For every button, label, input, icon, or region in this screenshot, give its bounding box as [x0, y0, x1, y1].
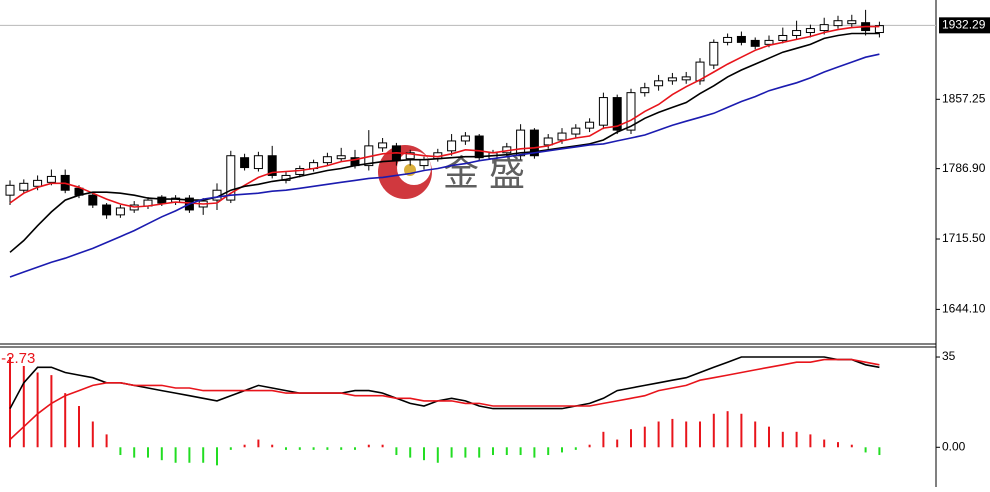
candle-body	[157, 196, 167, 204]
candle-body	[764, 39, 774, 45]
candle-body	[267, 155, 277, 176]
candle-body	[709, 41, 719, 66]
candle-body	[805, 28, 815, 34]
candle-body	[447, 140, 457, 152]
candle-body	[516, 129, 526, 157]
candle-body	[46, 175, 56, 183]
line-series	[9, 358, 880, 441]
candle-body	[226, 155, 236, 201]
candle-body	[115, 207, 125, 216]
candle-body	[529, 129, 539, 157]
candle-body	[736, 35, 746, 43]
candle-body	[253, 155, 263, 170]
candle-body	[102, 204, 112, 216]
last-price-label: 1932.29	[942, 18, 986, 32]
candle-body	[847, 20, 857, 25]
candle-body	[654, 80, 664, 87]
indicator-label: :-2.73	[0, 350, 35, 367]
candle-body	[833, 20, 843, 27]
line-series	[9, 25, 880, 208]
y-tick-label: 1644.10	[942, 302, 986, 316]
line-series	[9, 32, 880, 253]
candle-body	[336, 155, 346, 160]
candle-body	[819, 24, 829, 32]
candle-body	[474, 135, 484, 159]
candle-body	[557, 132, 567, 141]
last-price-box	[939, 17, 990, 34]
y-tick-label: 35	[942, 349, 956, 363]
candle-body	[5, 184, 15, 196]
candle-body	[33, 179, 43, 187]
candle-body	[378, 142, 388, 149]
y-tick-label: 1715.50	[942, 231, 986, 245]
candle-body	[571, 127, 581, 135]
candle-body	[640, 87, 650, 94]
y-tick-label: 1786.90	[942, 161, 986, 175]
candle-body	[626, 92, 636, 131]
candle-body	[543, 137, 553, 146]
candle-body	[322, 156, 332, 164]
candle-body	[585, 121, 595, 129]
y-tick-label: 1857.25	[942, 91, 986, 105]
line-series	[9, 53, 880, 278]
candle-body	[695, 61, 705, 82]
candle-body	[240, 157, 250, 169]
candle-body	[792, 30, 802, 36]
candle-body	[405, 152, 415, 160]
candle-body	[723, 36, 733, 43]
candle-body	[460, 135, 470, 142]
candle-body	[778, 34, 788, 41]
candle-body	[874, 25, 884, 34]
candle-body	[750, 39, 760, 47]
candle-body	[612, 97, 622, 131]
watermark: 金 盛	[443, 153, 525, 194]
y-tick-label: 0.00	[942, 439, 966, 453]
candle-body	[419, 159, 429, 167]
candle-body	[667, 77, 677, 82]
candle-body	[681, 76, 691, 81]
candle-body	[598, 97, 608, 126]
line-series	[9, 356, 880, 410]
candle-body	[19, 182, 29, 191]
candle-body	[88, 194, 98, 206]
